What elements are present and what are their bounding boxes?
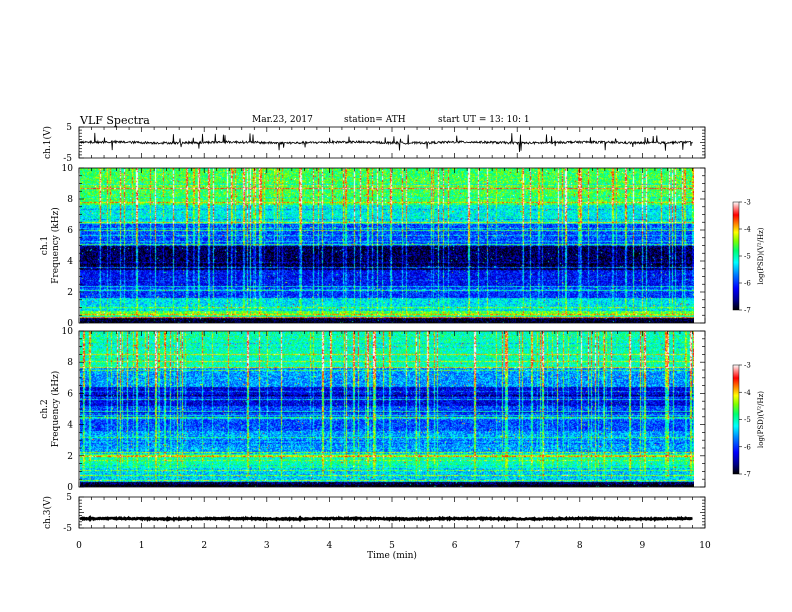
ch1-spectrogram-ylabel-frequency: Frequency (kHz) xyxy=(50,207,61,284)
ch3-waveform-line xyxy=(79,514,693,523)
ch2-spectrogram-image xyxy=(80,331,694,487)
ch1-colorbar-tick-label: -4 xyxy=(744,226,751,234)
ch2-spectrogram-ytick-label: 4 xyxy=(67,421,73,431)
ch3-waveform-ytick-label: -5 xyxy=(63,524,72,534)
ch2-colorbar-tick-label: -4 xyxy=(744,389,751,397)
ch1-waveform-line xyxy=(79,132,693,153)
ch1-colorbar xyxy=(732,201,740,311)
ch2-colorbar-label: log(PSD)(V²/Hz) xyxy=(757,391,765,448)
ch1-spectrogram-ytick-label: 8 xyxy=(67,195,73,205)
ch2-spectrogram-ylabel-frequency: Frequency (kHz) xyxy=(50,371,61,448)
x-axis-label: Time (min) xyxy=(367,550,417,561)
header-date: Mar.23, 2017 xyxy=(252,115,313,125)
ch1-waveform-ytick-label: -5 xyxy=(63,154,72,164)
ch2-spectrogram-ytick-label: 2 xyxy=(67,452,73,462)
x-tick-label: 4 xyxy=(327,541,333,551)
ch3-waveform-ylabel: ch.3(V) xyxy=(42,496,53,529)
x-tick-label: 3 xyxy=(264,541,270,551)
x-tick-label: 6 xyxy=(452,541,458,551)
ch1-colorbar-tick-label: -7 xyxy=(744,307,751,315)
ch1-colorbar-label: log(PSD)(V²/Hz) xyxy=(757,227,765,284)
ch1-spectrogram-ytick-label: 2 xyxy=(67,288,73,298)
header-title: VLF Spectra xyxy=(80,114,150,127)
ch1-waveform-ylabel: ch.1(V) xyxy=(42,126,53,159)
ch2-spectrogram-ytick-label: 6 xyxy=(67,389,73,399)
ch1-spectrogram-image xyxy=(80,168,694,323)
header-station: station= ATH xyxy=(344,115,406,125)
ch2-colorbar-tick-label: -6 xyxy=(744,443,751,451)
ch2-colorbar xyxy=(732,364,740,475)
x-tick-label: 7 xyxy=(514,541,520,551)
ch1-spectrogram-ytick-label: 4 xyxy=(67,257,73,267)
x-tick-label: 10 xyxy=(699,541,711,551)
ch2-colorbar-tick-label: -3 xyxy=(744,362,751,370)
ch2-colorbar-tick-label: -5 xyxy=(744,416,751,424)
ch1-spectrogram-ytick-label: 6 xyxy=(67,226,73,236)
x-tick-label: 9 xyxy=(640,541,646,551)
ch2-spectrogram-ytick-label: 0 xyxy=(67,483,73,493)
x-tick-label: 8 xyxy=(577,541,583,551)
ch1-waveform-ytick-label: 5 xyxy=(66,123,72,133)
ch1-spectrogram-ytick-label: 0 xyxy=(67,319,73,329)
ch1-colorbar-tick-label: -5 xyxy=(744,253,751,261)
header-start-time: start UT = 13: 10: 1 xyxy=(438,115,530,125)
x-tick-label: 5 xyxy=(389,541,395,551)
x-tick-label: 1 xyxy=(139,541,145,551)
ch2-colorbar-tick-label: -7 xyxy=(744,471,751,479)
ch2-spectrogram-ylabel-channel: ch.2 xyxy=(40,399,50,418)
ch1-colorbar-tick-label: -6 xyxy=(744,280,751,288)
ch1-spectrogram-ytick-label: 10 xyxy=(62,164,74,174)
ch2-spectrogram-ytick-label: 8 xyxy=(67,358,73,368)
ch2-spectrogram-ytick-label: 10 xyxy=(62,327,74,337)
ch1-spectrogram-ylabel-channel: ch.1 xyxy=(40,236,50,255)
x-tick-label: 0 xyxy=(76,541,82,551)
x-tick-label: 2 xyxy=(201,541,207,551)
ch1-colorbar-tick-label: -3 xyxy=(744,199,751,207)
ch3-waveform-ytick-label: 5 xyxy=(66,493,72,503)
